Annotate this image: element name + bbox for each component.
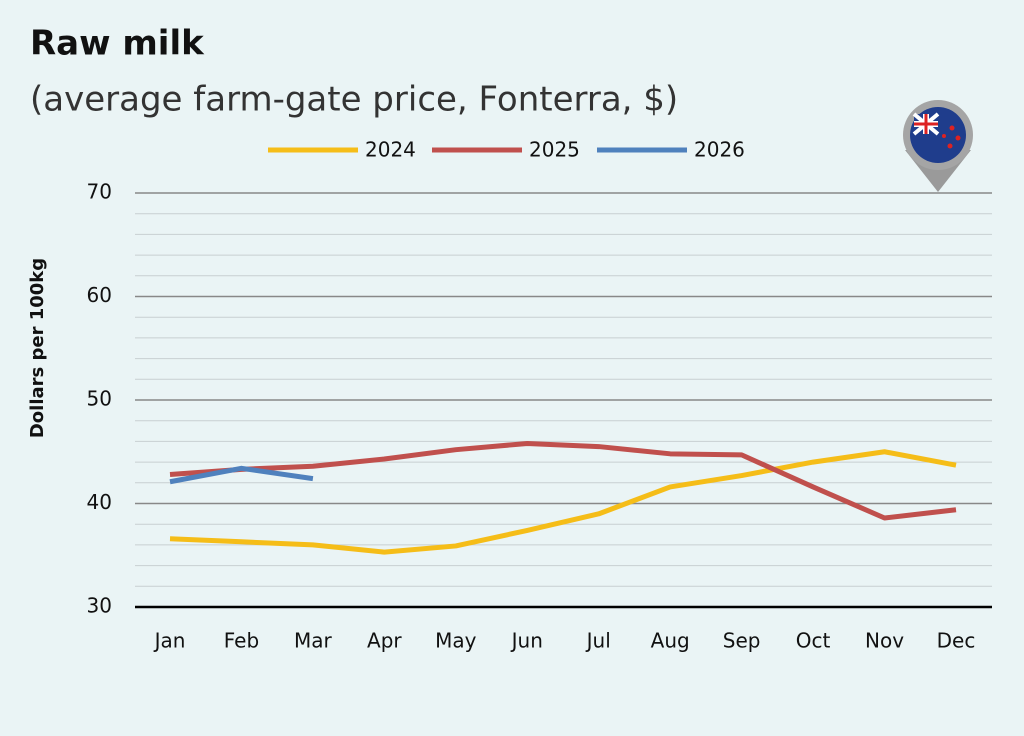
y-tick-label: 70 (87, 180, 112, 204)
x-tick-label: May (435, 629, 477, 653)
line-series (169, 449, 957, 555)
chart-subtitle: (average farm-gate price, Fonterra, $) (30, 80, 678, 120)
y-tick-label: 50 (87, 387, 112, 411)
x-tick-label: Jul (585, 629, 611, 653)
legend-label: 2025 (529, 138, 580, 162)
legend-label: 2024 (365, 138, 416, 162)
flag-pin (903, 100, 973, 192)
x-tick-label: Dec (937, 629, 976, 653)
x-tick-label: Apr (367, 629, 402, 653)
x-tick-label: Nov (865, 629, 904, 653)
x-tick-label: Oct (796, 629, 831, 653)
y-axis-label: Dollars per 100kg (27, 258, 48, 438)
line-series (169, 465, 314, 485)
x-tick-label: Jun (510, 629, 543, 653)
line-series (169, 440, 957, 521)
x-tick-label: Feb (224, 629, 259, 653)
y-tick-label: 60 (87, 283, 112, 307)
y-tick-label: 30 (87, 594, 112, 618)
x-tick-label: Jan (153, 629, 186, 653)
x-tick-label: Mar (294, 629, 333, 653)
chart-title: Raw milk (30, 24, 205, 64)
x-tick-label: Aug (651, 629, 690, 653)
legend-label: 2026 (694, 138, 745, 162)
x-tick-label: Sep (723, 629, 761, 653)
y-tick-label: 40 (87, 490, 112, 514)
